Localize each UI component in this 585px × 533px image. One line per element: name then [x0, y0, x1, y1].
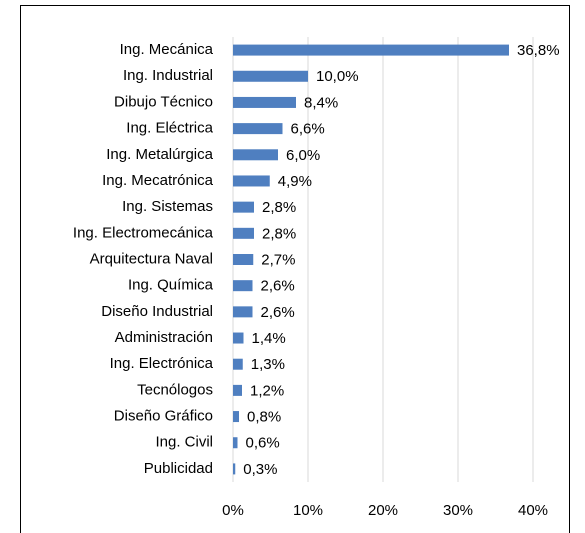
y-tick-label: Ing. Sistemas — [122, 198, 213, 215]
data-label: 2,7% — [261, 251, 295, 268]
y-tick-label: Ing. Civil — [155, 434, 213, 451]
x-tick-label: 0% — [222, 502, 244, 519]
data-label: 10,0% — [316, 68, 359, 85]
data-label: 1,3% — [251, 356, 285, 373]
y-tick-label: Diseño Gráfico — [114, 408, 213, 425]
data-label: 2,8% — [262, 199, 296, 216]
data-label: 1,4% — [252, 330, 286, 347]
x-tick-label: 40% — [518, 502, 548, 519]
data-label: 2,6% — [261, 278, 295, 295]
y-tick-label: Ing. Eléctrica — [126, 120, 213, 137]
y-tick-label: Ing. Electromecánica — [73, 224, 214, 241]
bar — [233, 411, 239, 423]
data-label: 2,8% — [262, 225, 296, 242]
y-tick-label: Dibujo Técnico — [114, 93, 213, 110]
bar — [233, 201, 254, 213]
data-label: 2,6% — [261, 304, 295, 321]
y-tick-label: Ing. Mecatrónica — [102, 172, 214, 189]
data-label: 4,9% — [278, 173, 312, 190]
y-tick-label: Diseño Industrial — [101, 303, 213, 320]
data-label: 6,6% — [291, 121, 325, 138]
bar — [233, 96, 296, 108]
bar — [233, 332, 244, 344]
y-tick-label: Ing. Química — [128, 277, 214, 294]
bar — [233, 463, 236, 475]
bar — [233, 306, 253, 318]
data-label: 6,0% — [286, 147, 320, 164]
bar — [233, 254, 254, 265]
bar — [233, 149, 278, 161]
bar — [233, 280, 253, 292]
bar — [233, 175, 270, 187]
y-tick-label: Administración — [115, 329, 213, 346]
data-label: 8,4% — [304, 94, 338, 111]
bar — [233, 384, 242, 396]
chart-border — [20, 5, 570, 533]
y-tick-label: Publicidad — [144, 460, 213, 477]
data-label: 0,8% — [247, 409, 281, 426]
bar — [233, 358, 243, 370]
y-tick-label: Ing. Electrónica — [110, 355, 214, 372]
bar — [233, 227, 254, 239]
data-label: 1,2% — [250, 382, 284, 399]
data-label: 0,3% — [243, 461, 277, 478]
x-tick-label: 30% — [443, 502, 473, 519]
bar — [233, 437, 238, 449]
bar — [233, 123, 283, 135]
y-tick-label: Ing. Metalúrgica — [106, 146, 213, 163]
data-label: 36,8% — [517, 42, 560, 59]
bar — [233, 70, 308, 82]
y-tick-label: Tecnólogos — [137, 381, 213, 398]
x-tick-label: 10% — [293, 502, 323, 519]
data-label: 0,6% — [246, 435, 280, 452]
y-tick-label: Arquitectura Naval — [90, 250, 213, 267]
x-tick-label: 20% — [368, 502, 398, 519]
y-tick-label: Ing. Mecánica — [120, 41, 214, 58]
y-tick-label: Ing. Industrial — [123, 67, 213, 84]
bar — [233, 44, 509, 56]
